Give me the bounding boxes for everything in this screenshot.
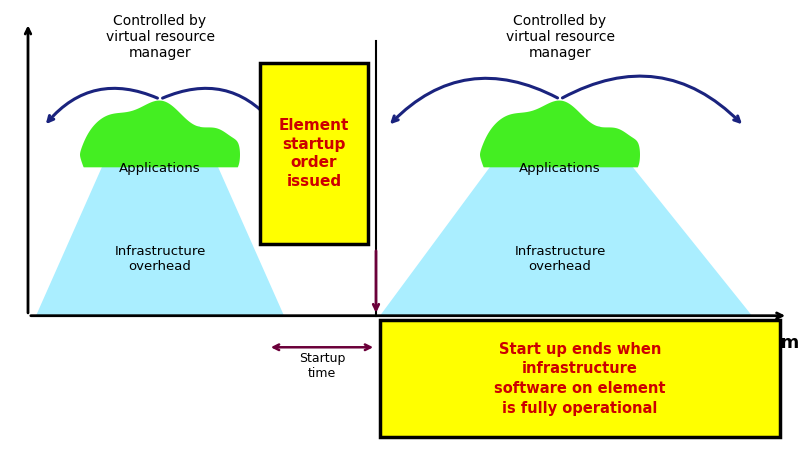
- Text: Controlled by
virtual resource
manager: Controlled by virtual resource manager: [106, 14, 214, 60]
- Polygon shape: [36, 126, 284, 316]
- Text: Element
startup
order
issued: Element startup order issued: [279, 118, 349, 189]
- Text: Infrastructure
overhead: Infrastructure overhead: [114, 245, 206, 273]
- FancyBboxPatch shape: [380, 320, 780, 437]
- Polygon shape: [80, 101, 240, 167]
- Text: Startup
time: Startup time: [299, 352, 345, 380]
- Text: Time: Time: [763, 334, 800, 352]
- Text: Start up ends when
infrastructure
software on element
is fully operational: Start up ends when infrastructure softwa…: [494, 342, 666, 416]
- Text: Controlled by
virtual resource
manager: Controlled by virtual resource manager: [506, 14, 614, 60]
- Polygon shape: [480, 101, 640, 167]
- Text: Applications: Applications: [519, 162, 601, 175]
- Polygon shape: [380, 126, 752, 316]
- Text: Infrastructure
overhead: Infrastructure overhead: [514, 245, 606, 273]
- Text: Applications: Applications: [119, 162, 201, 175]
- FancyBboxPatch shape: [260, 63, 368, 244]
